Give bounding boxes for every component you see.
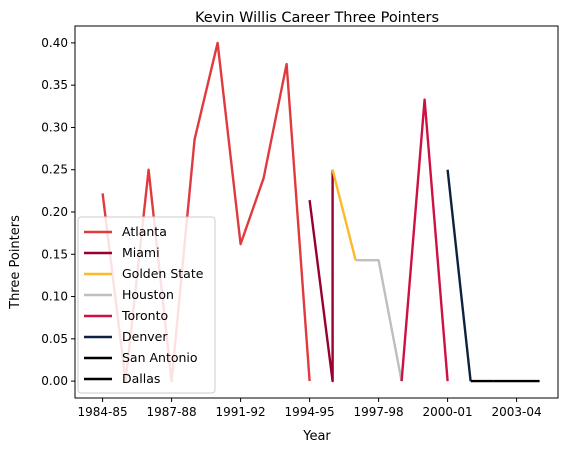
y-tick-label: 0.40 (41, 36, 68, 50)
y-tick-label: 0.15 (41, 247, 68, 261)
y-tick-label: 0.20 (41, 205, 68, 219)
x-axis-label: Year (302, 429, 331, 444)
x-tick-label: 1984-85 (78, 405, 128, 419)
x-tick-label: 1997-98 (354, 405, 404, 419)
series-line-golden-state (331, 169, 357, 261)
x-tick-label: 1994-95 (285, 405, 335, 419)
series-line-miami (308, 169, 334, 383)
legend: Atlanta Miami Golden State Houston Toronto De… (77, 216, 216, 394)
chart-title: Kevin Willis Career Three Pointers (195, 10, 439, 26)
axes: 0.00 0.05 0.10 0.15 0.20 0.25 0.30 0.35 0.40 1984… (41, 36, 541, 419)
y-axis-label: Three Pointers (8, 215, 23, 310)
legend-label: Golden State (122, 266, 204, 281)
plot-frame (74, 25, 559, 399)
legend-label: Atlanta (122, 224, 167, 239)
legend-label: Toronto (121, 308, 168, 323)
x-tick-label: 2000-01 (423, 405, 473, 419)
y-tick-label: 0.00 (41, 374, 68, 388)
y-tick-label: 0.25 (41, 163, 68, 177)
legend-label: San Antonio (122, 350, 198, 365)
y-tick-label: 0.35 (41, 78, 68, 92)
x-tick-label: 2003-04 (492, 405, 542, 419)
series-line-toronto (400, 98, 449, 382)
legend-label: Dallas (122, 371, 160, 386)
legend-label: Denver (122, 329, 168, 344)
legend-label: Houston (122, 287, 174, 302)
series-line-denver (446, 169, 472, 382)
x-tick-label: 1987-88 (147, 405, 197, 419)
legend-box (77, 216, 216, 394)
y-tick-label: 0.05 (41, 332, 68, 346)
series-line-houston (355, 258, 403, 382)
y-tick-label: 0.10 (41, 290, 68, 304)
x-tick-label: 1991-92 (216, 405, 266, 419)
y-tick-label: 0.30 (41, 120, 68, 134)
legend-label: Miami (122, 245, 160, 260)
